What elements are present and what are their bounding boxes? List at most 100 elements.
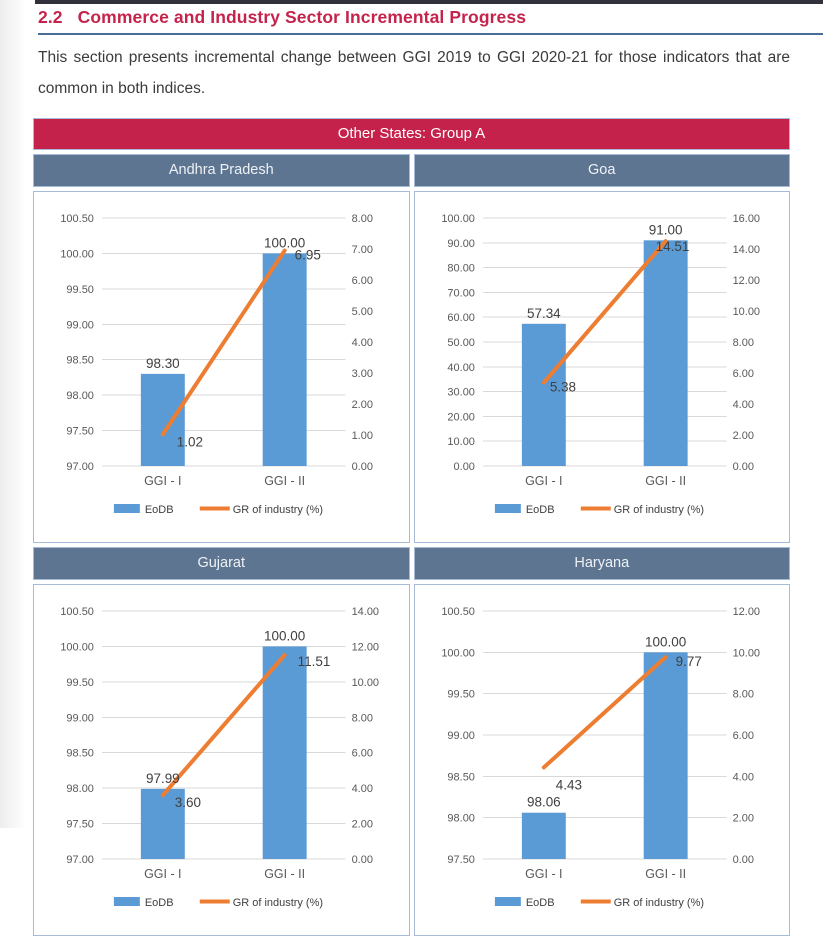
legend-gr-label: GR of industry (%) bbox=[613, 504, 703, 516]
category-label: GGI - II bbox=[645, 474, 686, 488]
section-intro-text: This section presents incremental change… bbox=[38, 49, 790, 97]
line-value-label: 11.51 bbox=[298, 654, 331, 669]
left-axis-tick: 80.00 bbox=[447, 263, 474, 275]
left-axis-tick: 99.00 bbox=[447, 730, 474, 742]
left-axis-tick: 100.50 bbox=[60, 213, 94, 225]
right-axis-tick: 16.00 bbox=[732, 213, 759, 225]
right-axis-tick: 0.00 bbox=[732, 854, 753, 866]
haryana-chart: 100.50 100.00 99.50 99.00 98.50 98.00 97.50 12.… bbox=[441, 606, 760, 909]
legend-eodb-swatch bbox=[113, 897, 140, 906]
bar-value-label: 98.06 bbox=[526, 795, 560, 810]
right-axis-tick: 6.00 bbox=[732, 730, 753, 742]
left-axis-tick: 90.00 bbox=[447, 238, 474, 250]
section-number: 2.2 bbox=[38, 7, 63, 27]
state-header-andhra-pradesh: Andhra Pradesh bbox=[33, 154, 410, 187]
left-axis-tick: 100.00 bbox=[441, 213, 475, 225]
left-axis-tick: 97.50 bbox=[447, 854, 474, 866]
chart-cell-goa: 100.00 90.00 80.00 70.00 60.00 50.00 40.00 30.0… bbox=[413, 191, 790, 543]
right-axis-tick: 2.00 bbox=[732, 430, 753, 442]
left-axis-tick: 99.00 bbox=[66, 319, 93, 331]
right-axis-tick: 5.00 bbox=[352, 306, 373, 318]
bar-value-label: 98.30 bbox=[146, 356, 180, 371]
left-axis-tick: 10.00 bbox=[447, 436, 474, 448]
chart-row-2: 100.50 100.00 99.50 99.00 98.50 98.00 97.50 97.… bbox=[33, 584, 790, 936]
line-value-label: 3.60 bbox=[175, 795, 201, 810]
state-header-haryana: Haryana bbox=[413, 547, 790, 580]
gr-of-industry-line bbox=[160, 653, 287, 798]
right-axis-tick: 14.00 bbox=[732, 244, 759, 256]
chart-cell-haryana: 100.50 100.00 99.50 99.00 98.50 98.00 97.50 12.… bbox=[413, 584, 790, 936]
goa-chart: 100.00 90.00 80.00 70.00 60.00 50.00 40.00 30.0… bbox=[441, 213, 760, 516]
legend-eodb-label: EoDB bbox=[525, 897, 554, 909]
eodb-bar bbox=[643, 652, 688, 859]
line-value-label: 5.38 bbox=[549, 380, 575, 395]
left-axis-tick: 98.50 bbox=[66, 748, 93, 760]
state-header-row-2: Gujarat Haryana bbox=[33, 547, 790, 580]
left-axis-tick: 100.00 bbox=[441, 647, 475, 659]
legend-gr-label: GR of industry (%) bbox=[613, 897, 703, 909]
line-value-label: 1.02 bbox=[177, 434, 203, 449]
legend-gr-label: GR of industry (%) bbox=[233, 504, 323, 516]
legend-eodb-label: EoDB bbox=[145, 897, 174, 909]
left-axis-tick: 98.00 bbox=[66, 390, 93, 402]
eodb-bar bbox=[140, 373, 185, 466]
right-axis-tick: 4.00 bbox=[732, 399, 753, 411]
bar-value-label: 97.99 bbox=[146, 771, 180, 786]
left-axis-tick: 98.50 bbox=[66, 355, 93, 367]
legend-eodb-swatch bbox=[113, 504, 140, 513]
left-axis-tick: 97.00 bbox=[66, 854, 93, 866]
gr-of-industry-line bbox=[541, 655, 668, 770]
category-label: GGI - I bbox=[525, 867, 562, 881]
left-axis-tick: 99.00 bbox=[66, 712, 93, 724]
right-axis-tick: 4.00 bbox=[352, 783, 373, 795]
right-axis-tick: 8.00 bbox=[732, 337, 753, 349]
category-label: GGI - I bbox=[144, 867, 181, 881]
right-axis-tick: 4.00 bbox=[732, 771, 753, 783]
right-axis-tick: 2.00 bbox=[352, 399, 373, 411]
bar-value-label: 91.00 bbox=[648, 222, 682, 237]
left-axis-tick: 97.50 bbox=[66, 426, 93, 438]
bar-value-label: 100.00 bbox=[264, 235, 305, 250]
left-axis-tick: 100.50 bbox=[441, 606, 475, 618]
gr-of-industry-line bbox=[541, 239, 668, 385]
bar-value-label: 100.00 bbox=[645, 634, 686, 649]
left-axis-tick: 0.00 bbox=[453, 461, 474, 473]
bar-value-label: 57.34 bbox=[526, 306, 560, 321]
left-axis-tick: 99.50 bbox=[66, 284, 93, 296]
bar-value-label: 100.00 bbox=[264, 628, 305, 643]
right-axis-tick: 0.00 bbox=[352, 854, 373, 866]
eodb-bar bbox=[262, 646, 307, 859]
top-border-rule bbox=[35, 0, 823, 4]
category-label: GGI - II bbox=[645, 867, 686, 881]
right-axis-tick: 6.00 bbox=[732, 368, 753, 380]
legend-gr-label: GR of industry (%) bbox=[233, 897, 323, 909]
right-axis-tick: 4.00 bbox=[352, 337, 373, 349]
eodb-bar bbox=[521, 812, 566, 859]
left-axis-tick: 70.00 bbox=[447, 287, 474, 299]
left-axis-tick: 30.00 bbox=[447, 387, 474, 399]
right-axis-tick: 12.00 bbox=[352, 641, 379, 653]
eodb-bar bbox=[521, 323, 566, 466]
right-axis-tick: 8.00 bbox=[732, 689, 753, 701]
line-value-label: 14.51 bbox=[655, 239, 689, 254]
line-value-label: 4.43 bbox=[555, 777, 581, 792]
category-label: GGI - II bbox=[264, 867, 305, 881]
left-axis-tick: 60.00 bbox=[447, 312, 474, 324]
line-value-label: 6.95 bbox=[295, 248, 321, 263]
right-axis-tick: 12.00 bbox=[732, 606, 759, 618]
eodb-bar bbox=[643, 240, 688, 466]
left-axis-tick: 40.00 bbox=[447, 362, 474, 374]
left-axis-tick: 99.50 bbox=[447, 689, 474, 701]
right-axis-tick: 6.00 bbox=[352, 275, 373, 287]
right-axis-tick: 0.00 bbox=[732, 461, 753, 473]
right-axis-tick: 8.00 bbox=[352, 712, 373, 724]
andhra-pradesh-chart: 100.50 100.00 99.50 99.00 98.50 98.00 97.50 97.… bbox=[60, 213, 373, 516]
left-axis-tick: 20.00 bbox=[447, 411, 474, 423]
left-axis-tick: 97.00 bbox=[66, 461, 93, 473]
states-group-table: Other States: Group A Andhra Pradesh Goa… bbox=[33, 118, 790, 936]
left-axis-tick: 97.50 bbox=[66, 819, 93, 831]
left-axis-tick: 98.50 bbox=[447, 771, 474, 783]
left-axis-tick: 98.00 bbox=[66, 783, 93, 795]
right-axis-tick: 10.00 bbox=[352, 677, 379, 689]
line-value-label: 9.77 bbox=[675, 654, 701, 669]
